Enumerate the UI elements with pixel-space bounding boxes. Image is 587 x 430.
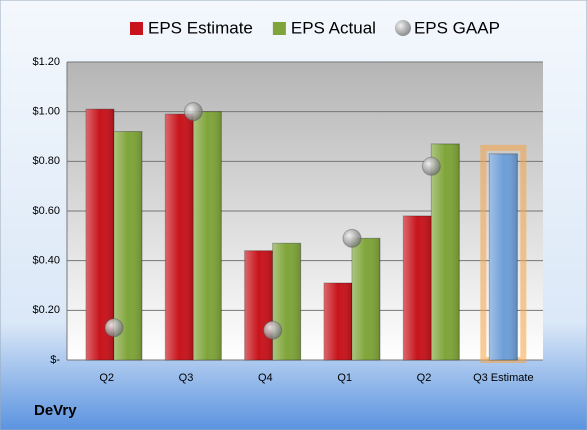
y-tick-label: $0.60 [32,205,60,217]
legend-marker [394,20,411,36]
gaap-marker [421,156,441,176]
bar-shine [193,111,222,361]
gaap-marker [104,318,124,338]
y-tick-label: $1.00 [32,106,60,118]
x-tick-label: Q2 [417,372,432,384]
x-tick-label: Q3 [179,372,194,384]
y-tick-label: $0.20 [32,304,60,316]
y-tick-label: $- [50,354,60,366]
bar-shine [272,243,301,360]
y-tick-label: $0.40 [32,255,60,267]
bar-shine [86,109,114,360]
x-tick-label: Q1 [337,372,352,384]
legend-label: EPS Estimate [148,18,253,37]
x-tick-label: Q3 Estimate [473,372,534,384]
bar-shine [431,143,460,360]
x-tick-label: Q4 [258,372,273,384]
legend-label: EPS Actual [291,18,376,37]
company-name: DeVry [34,402,77,419]
gaap-marker [342,228,362,248]
legend-marker [130,22,143,35]
y-tick-label: $0.80 [32,155,60,167]
gaap-marker [183,102,203,122]
bar-shine [403,215,432,360]
bar-shine [352,238,380,360]
bar-shine [244,250,273,360]
y-tick-label: $1.20 [32,56,60,68]
legend-marker [272,22,286,35]
bar-shine [324,283,352,360]
legend-label: EPS GAAP [414,18,500,37]
bar-shine [489,153,518,360]
x-tick-label: Q2 [99,372,114,384]
gaap-marker [263,320,283,340]
bar-shine [165,114,194,361]
